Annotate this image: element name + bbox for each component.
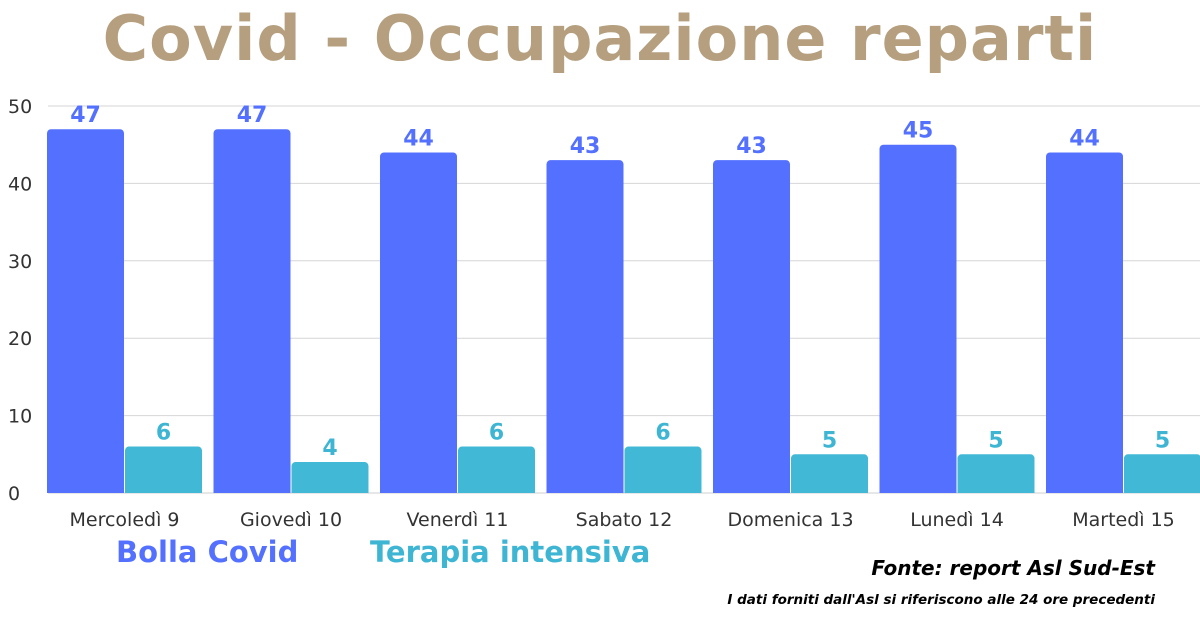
data-label-bolla-covid-2: 44 <box>403 126 434 151</box>
chart-title: Covid - Occupazione reparti <box>102 2 1098 75</box>
x-tick-label-2: Venerdì 11 <box>407 509 509 531</box>
bar-base-0-1 <box>213 487 291 493</box>
data-label-terapia-intensiva-5: 5 <box>988 428 1003 453</box>
bar-bolla-covid-6 <box>1046 152 1123 493</box>
data-label-bolla-covid-1: 47 <box>237 103 268 128</box>
bar-base-0-3 <box>546 487 624 493</box>
data-label-bolla-covid-3: 43 <box>570 134 601 159</box>
bar-terapia-intensiva-3 <box>624 446 702 493</box>
x-tick-label-5: Lunedì 14 <box>910 509 1004 531</box>
footnote-text: I dati forniti dall'Asl si riferiscono a… <box>727 592 1155 608</box>
bar-base-1-4 <box>791 487 868 493</box>
bar-terapia-intensiva-4 <box>791 454 868 493</box>
y-tick-label-20: 20 <box>8 328 32 350</box>
x-tick-label-6: Martedì 15 <box>1072 509 1175 531</box>
y-tick-label-40: 40 <box>8 173 32 195</box>
bar-base-0-0 <box>47 487 124 493</box>
data-label-bolla-covid-4: 43 <box>736 134 767 159</box>
bar-bolla-covid-5 <box>879 144 957 493</box>
bar-bolla-covid-2 <box>380 152 457 493</box>
bar-base-0-4 <box>713 487 790 493</box>
bar-base-0-2 <box>380 487 457 493</box>
bar-terapia-intensiva-0 <box>125 446 202 493</box>
bar-terapia-intensiva-2 <box>458 446 535 493</box>
legend-bolla-covid: Bolla Covid <box>116 535 299 569</box>
y-tick-label-30: 30 <box>8 251 32 273</box>
data-label-terapia-intensiva-2: 6 <box>489 421 504 446</box>
bar-bolla-covid-3 <box>546 160 624 493</box>
data-label-terapia-intensiva-4: 5 <box>822 428 837 453</box>
data-label-bolla-covid-0: 47 <box>70 103 101 128</box>
bar-base-1-2 <box>458 487 535 493</box>
bar-base-1-3 <box>624 487 702 493</box>
data-label-terapia-intensiva-3: 6 <box>655 421 670 446</box>
x-tick-label-4: Domenica 13 <box>727 509 853 531</box>
bar-bolla-covid-0 <box>47 129 124 493</box>
data-label-terapia-intensiva-1: 4 <box>322 436 337 461</box>
bar-base-0-6 <box>1046 487 1123 493</box>
source-text: Fonte: report Asl Sud-Est <box>871 556 1155 580</box>
x-tick-label-1: Giovedì 10 <box>240 509 342 531</box>
data-label-bolla-covid-5: 45 <box>903 119 934 144</box>
bar-terapia-intensiva-5 <box>957 454 1035 493</box>
bar-base-1-5 <box>957 487 1035 493</box>
y-tick-label-10: 10 <box>8 406 32 428</box>
data-label-terapia-intensiva-0: 6 <box>156 421 171 446</box>
bar-base-1-0 <box>125 487 202 493</box>
bar-terapia-intensiva-1 <box>291 462 369 493</box>
legend-terapia-intensiva: Terapia intensiva <box>370 535 651 569</box>
x-tick-label-0: Mercoledì 9 <box>70 509 180 531</box>
bar-base-1-6 <box>1124 487 1200 493</box>
bar-bolla-covid-1 <box>213 129 291 493</box>
bar-base-0-5 <box>879 487 957 493</box>
y-tick-label-0: 0 <box>8 483 20 505</box>
bar-bolla-covid-4 <box>713 160 790 493</box>
x-tick-label-3: Sabato 12 <box>576 509 673 531</box>
data-label-bolla-covid-6: 44 <box>1069 126 1100 151</box>
y-tick-label-50: 50 <box>8 96 32 118</box>
data-label-terapia-intensiva-6: 5 <box>1155 428 1170 453</box>
bar-terapia-intensiva-6 <box>1124 454 1200 493</box>
bar-base-1-1 <box>291 487 369 493</box>
